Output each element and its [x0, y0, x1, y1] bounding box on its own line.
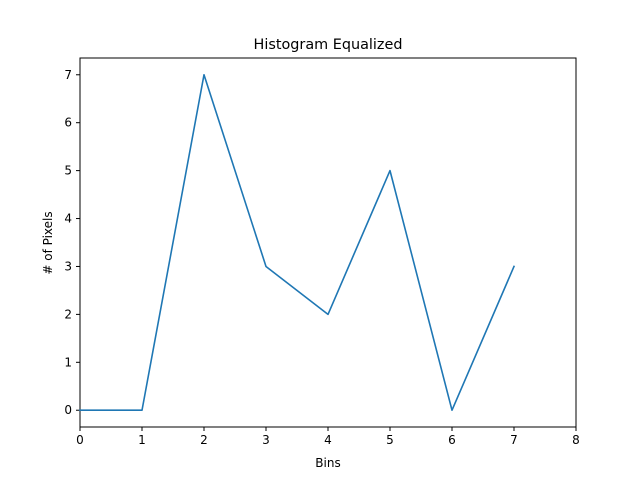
- chart-title: Histogram Equalized: [254, 37, 403, 53]
- y-tick-label: 6: [64, 116, 72, 130]
- x-tick-label: 6: [448, 433, 456, 447]
- series-group: [79, 73, 516, 412]
- y-axis: 0 1 2 3 4 5 6 7: [64, 68, 80, 417]
- x-tick-label: 4: [324, 433, 332, 447]
- x-tick-label: 0: [76, 433, 84, 447]
- y-tick-label: 7: [64, 68, 72, 82]
- x-axis-label: Bins: [315, 456, 340, 470]
- x-tick-label: 5: [386, 433, 394, 447]
- plot-frame: [79, 57, 577, 428]
- x-tick-label: 2: [200, 433, 208, 447]
- y-tick-label: 1: [64, 355, 72, 369]
- x-tick-label: 3: [262, 433, 270, 447]
- y-tick-label: 4: [64, 212, 72, 226]
- series-line: [79, 73, 516, 412]
- y-tick-label: 0: [64, 403, 72, 417]
- x-tick-label: 1: [138, 433, 146, 447]
- y-tick-label: 2: [64, 307, 72, 321]
- y-tick-label: 3: [64, 259, 72, 273]
- x-tick-label: 8: [572, 433, 580, 447]
- x-axis: 0 1 2 3 4 5 6 7 8: [76, 427, 580, 447]
- x-tick-label: 7: [510, 433, 518, 447]
- y-tick-label: 5: [64, 164, 72, 178]
- y-axis-label: # of Pixels: [41, 211, 55, 274]
